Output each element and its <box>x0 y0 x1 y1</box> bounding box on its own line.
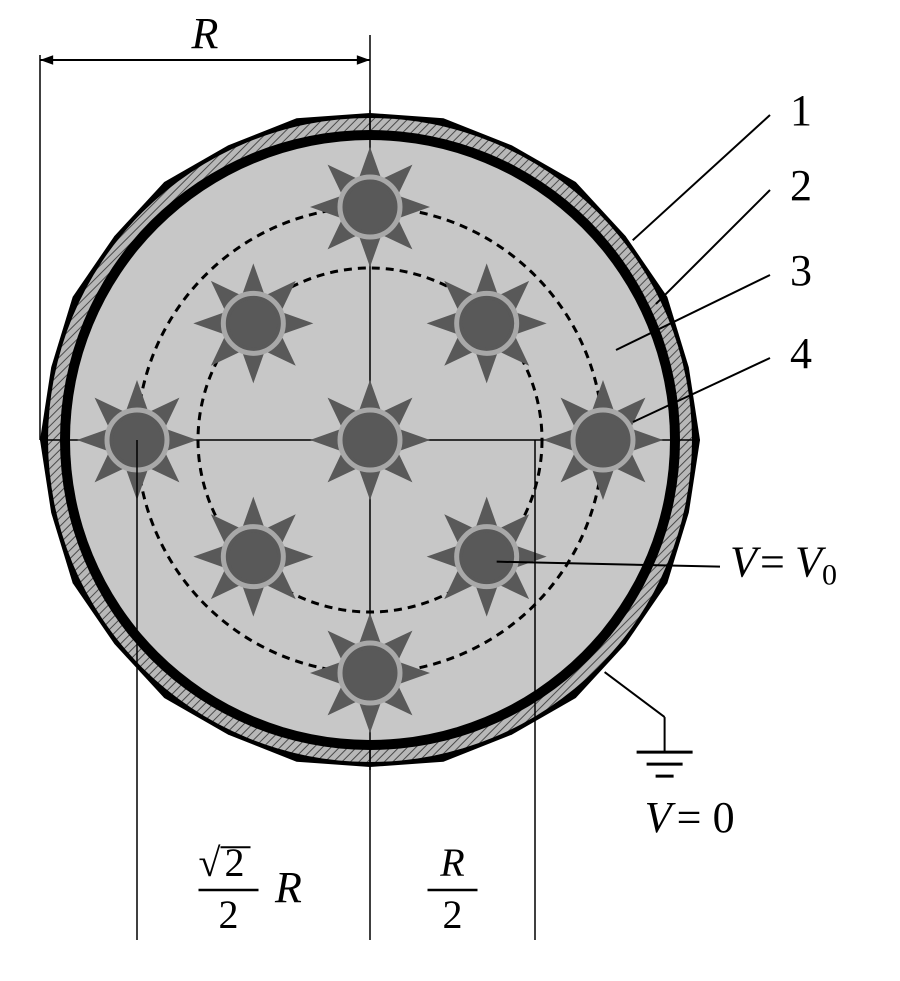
label-3: 3 <box>790 246 812 295</box>
svg-text:√: √ <box>199 840 221 885</box>
label-R: R <box>191 9 219 58</box>
star-inner-2 <box>193 263 313 383</box>
svg-text:2: 2 <box>225 840 245 885</box>
svg-text:=: = <box>677 793 702 842</box>
svg-text:R: R <box>274 863 302 912</box>
star-outer-1 <box>310 613 430 733</box>
svg-text:R: R <box>439 840 464 885</box>
svg-text:=: = <box>760 538 785 587</box>
star-inner-1 <box>193 497 313 617</box>
label-V-eq-0: V=0 <box>645 793 735 842</box>
star-center <box>310 380 430 500</box>
svg-text:2: 2 <box>219 892 239 937</box>
svg-text:0: 0 <box>713 793 735 842</box>
star-outer-3 <box>310 147 430 267</box>
label-4: 4 <box>790 329 812 378</box>
svg-text:0: 0 <box>822 559 837 592</box>
star-inner-0 <box>427 497 547 617</box>
diagram-svg: R√22RR21234V=V0V=0 <box>0 0 900 981</box>
label-2: 2 <box>790 161 812 210</box>
svg-text:2: 2 <box>443 892 463 937</box>
label-V-eq-V0: V=V0 <box>730 538 837 592</box>
label-1: 1 <box>790 86 812 135</box>
star-outer-0 <box>543 380 663 500</box>
star-inner-3 <box>427 263 547 383</box>
